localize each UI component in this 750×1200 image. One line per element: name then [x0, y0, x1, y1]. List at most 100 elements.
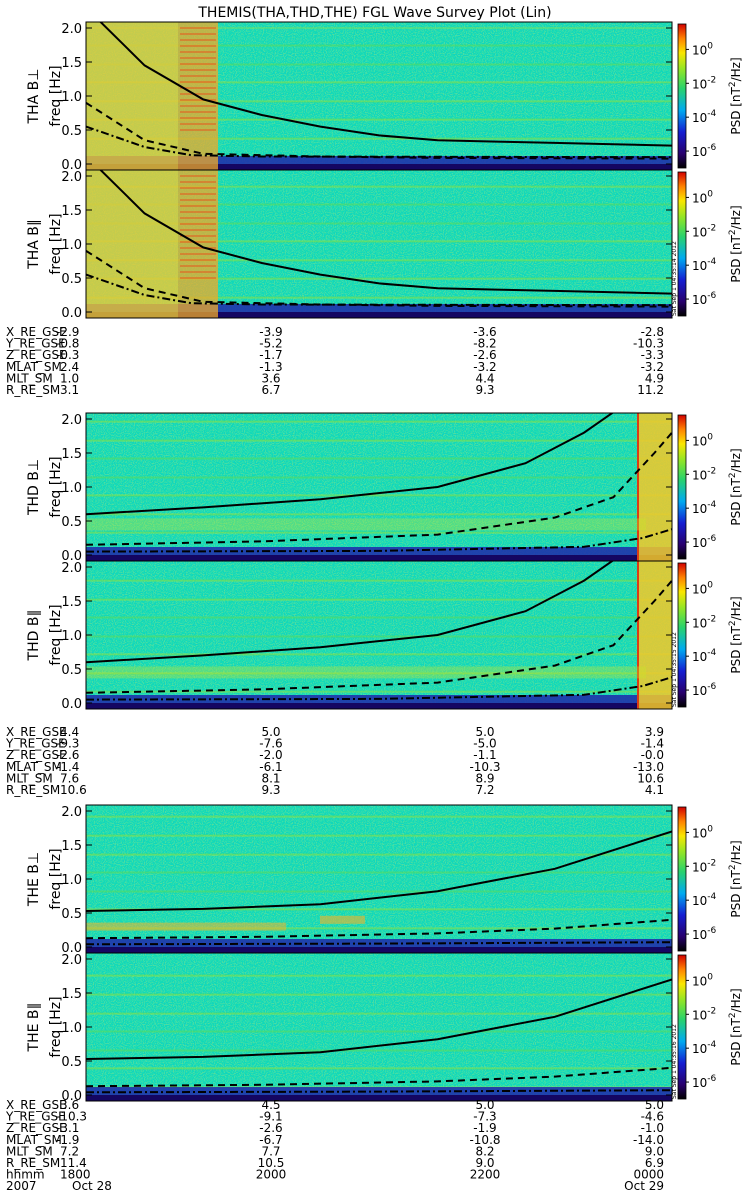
ephemeris-row-label: X_RE_GSE	[6, 725, 67, 739]
gyrofrequency-line	[99, 22, 672, 147]
colorbar-tick-label: 10-6	[692, 1074, 717, 1090]
colorbar-tick-label: 10-6	[692, 143, 717, 159]
y-tick-label: 0.0	[61, 1089, 82, 1104]
panel-the-bpar: 0.0 0.5 1.0 1.5 2.0 THE B∥ freq [Hz] 100 10-2 10-…	[26, 952, 743, 1104]
half-gyrofrequency-line	[86, 918, 672, 940]
half-gyrofrequency-line	[86, 1066, 672, 1088]
colorbar-tick-label: 10-6	[692, 682, 717, 698]
half-gyrofrequency-line	[86, 579, 672, 694]
y-tick-label: 1.0	[61, 238, 82, 253]
ephemeris-value: 1.0	[60, 371, 79, 385]
lower-frequency-line	[86, 1089, 672, 1094]
y-tick-label: 0.5	[61, 663, 82, 678]
y-tick-label: 1.0	[61, 629, 82, 644]
colorbar-tick-label: 10-4	[692, 500, 717, 516]
ephemeris-value: -7.6	[259, 737, 282, 751]
ephemeris-row-label: Y_RE_GSE	[5, 737, 66, 751]
y-tick-label: 0.5	[61, 272, 82, 287]
ephemeris-value: 0000	[633, 1168, 664, 1182]
ephemeris-value: -6.1	[259, 760, 282, 774]
colorbar-tick-label: 10-4	[692, 892, 717, 908]
panel-label: THD B∥	[26, 610, 42, 662]
panel-label: THE B∥	[26, 1003, 42, 1053]
ephemeris-value: 4.9	[645, 371, 664, 385]
ephemeris-value: -1.3	[259, 360, 282, 374]
colorbar-tick-label: 10-2	[692, 858, 716, 874]
panel-label: THA B∥	[26, 219, 42, 270]
ephemeris-value: 5.0	[475, 725, 494, 739]
y-tick-label: 0.5	[61, 907, 82, 922]
ephemeris-value: 2000	[256, 1168, 287, 1182]
y-tick-label: 0.0	[61, 549, 82, 564]
ephemeris-value: -14.0	[633, 1133, 664, 1147]
ephemeris-value: -2.6	[259, 1121, 282, 1135]
creation-stamp: Sat Sep 1 04:35:14 2012	[671, 241, 678, 316]
ephemeris-value: 9.0	[475, 1156, 494, 1170]
ephemeris-value: -1.9	[56, 1133, 79, 1147]
colorbar	[677, 954, 687, 1100]
ephemeris-value: 10.5	[258, 1156, 285, 1170]
colorbar-label: PSD [nT2/Hz]	[728, 57, 743, 134]
gyrofrequency-line	[99, 170, 672, 295]
lower-frequency-line	[86, 676, 672, 701]
ephemeris-value: 10.6	[60, 783, 87, 797]
spectrogram-image	[86, 561, 672, 709]
gyrofrequency-line	[86, 978, 672, 1060]
panel-label: THE B⊥	[26, 852, 42, 907]
colorbar	[677, 23, 687, 169]
y-tick-label: 0.0	[61, 158, 82, 173]
ephemeris-row-label: Z_RE_GSE	[6, 748, 67, 762]
ephemeris-value: -3.2	[641, 360, 664, 374]
colorbar-label: PSD [nT2/Hz]	[728, 596, 743, 673]
colorbar-tick-label: 10-2	[692, 614, 716, 630]
ephemeris-value: -10.3	[469, 760, 500, 774]
ephemeris-row-label: Y_RE_GSE	[5, 337, 66, 351]
ephemeris-value: -3.1	[56, 1121, 79, 1135]
ephemeris-value: -5.0	[473, 737, 496, 751]
ephemeris-value: 4.4	[475, 371, 494, 385]
ephemeris-value: 10.6	[637, 771, 664, 785]
y-axis-label: freq [Hz]	[48, 996, 64, 1057]
ephemeris-value: 7.6	[60, 771, 79, 785]
spectrogram-image	[86, 953, 672, 1101]
ephemeris-value: 3.1	[60, 383, 79, 397]
ephemeris-value: -2.6	[473, 348, 496, 362]
y-tick-label: 1.0	[61, 481, 82, 496]
colorbar-tick-label: 10-4	[692, 257, 717, 273]
ephemeris-value: 6.9	[645, 1156, 664, 1170]
ephemeris-row-label: R_RE_SM	[6, 1156, 60, 1170]
spectrogram-panels: 0.0 0.5 1.0 1.5 2.0 THA B⊥ freq [Hz] 100 10-2 10-…	[26, 21, 743, 1104]
colorbar-tick-label: 10-4	[692, 648, 717, 664]
ephemeris-value: -9.3	[56, 737, 79, 751]
ephemeris-value: 3.6	[261, 371, 280, 385]
ephemeris-value: -2.9	[56, 325, 79, 339]
colorbar-label: PSD [nT2/Hz]	[728, 988, 743, 1065]
ephemeris-tha: X_RE_GSE-2.9 -3.9 -3.6 -2.8 Y_RE_GSE-0.8 -5.2…	[5, 325, 664, 397]
y-tick-label: 2.0	[61, 561, 82, 576]
colorbar-label: PSD [nT2/Hz]	[728, 448, 743, 525]
y-tick-label: 2.0	[61, 805, 82, 820]
ephemeris-value: -10.3	[56, 1110, 87, 1124]
colorbar-tick-label: 100	[692, 824, 713, 840]
lower-frequency-line	[86, 941, 672, 946]
y-tick-label: 0.5	[61, 515, 82, 530]
ephemeris-value: -3.2	[473, 360, 496, 374]
ephemeris-value: -1.1	[473, 748, 496, 762]
ephemeris-value: -10.8	[469, 1133, 500, 1147]
spectrogram-image	[86, 170, 672, 318]
ephemeris-row-label: MLAT_SM	[6, 360, 62, 374]
ephemeris-row-label: R_RE_SM	[6, 383, 60, 397]
creation-stamp: Sat Sep 1 04:35:15 2012	[671, 632, 678, 707]
ephemeris-row-label: hhmm	[6, 1168, 45, 1182]
ephemeris-value: -3.3	[641, 348, 664, 362]
figure-title: THEMIS(THA,THD,THE) FGL Wave Survey Plot…	[197, 5, 551, 21]
ephemeris-value: -2.8	[641, 325, 664, 339]
ephemeris-value: -9.1	[259, 1110, 282, 1124]
ephemeris-value: -0.0	[641, 748, 664, 762]
y-tick-label: 0.5	[61, 1055, 82, 1070]
ephemeris-value: -10.3	[633, 337, 664, 351]
ephemeris-value: 1800	[60, 1168, 91, 1182]
y-axis-label: freq [Hz]	[48, 65, 64, 126]
gyrofrequency-line	[86, 561, 614, 664]
ephemeris-value: 6.7	[261, 383, 280, 397]
